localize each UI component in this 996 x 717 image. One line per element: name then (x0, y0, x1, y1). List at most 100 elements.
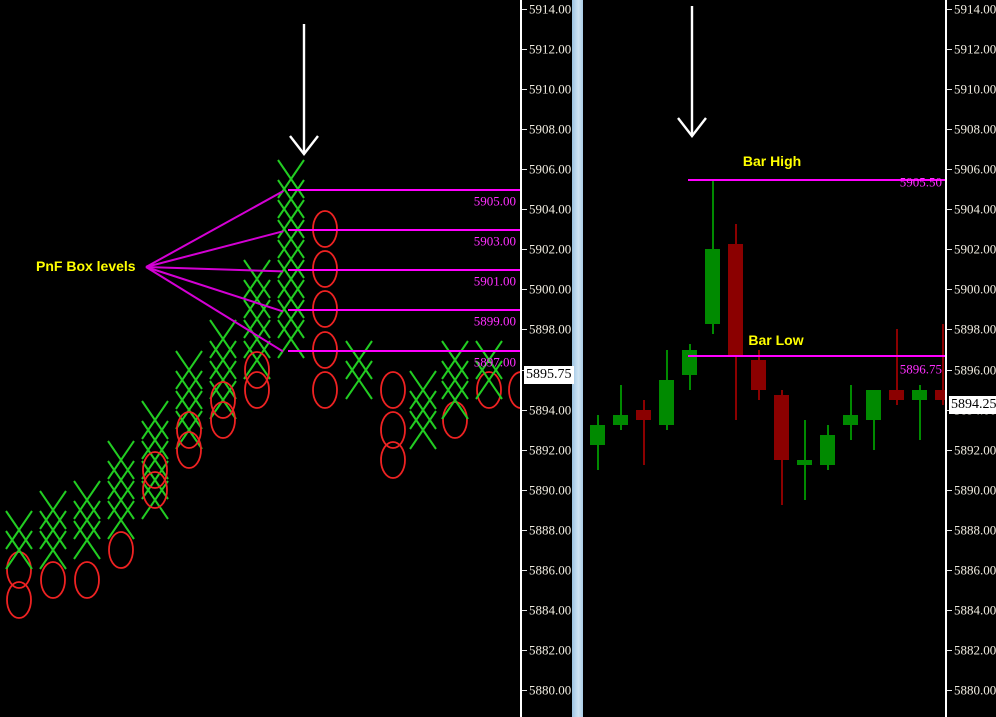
candle-wick (642, 399, 645, 465)
pnf-x-mark (106, 479, 136, 521)
pnf-x-mark (106, 499, 136, 541)
pnf-box-level-line (288, 349, 520, 352)
pnf-box-levels-annotation: PnF Box levels (36, 258, 136, 274)
pnf-x-mark (4, 529, 34, 571)
axis-tick (522, 129, 527, 131)
axis-tick (522, 329, 527, 331)
pnf-x-mark (440, 379, 470, 421)
pnf-o-mark (208, 399, 238, 441)
candle-body (682, 349, 697, 375)
pnf-o-mark (242, 349, 272, 391)
pnf-x-mark (72, 519, 102, 561)
pnf-x-mark (242, 278, 272, 320)
pnf-x-mark (276, 318, 306, 360)
pnf-x-mark (38, 529, 68, 571)
axis-tick (947, 649, 952, 651)
pnf-x-mark (474, 359, 504, 401)
pnf-box-level-label: 5905.00 (473, 193, 516, 209)
pnf-x-mark (344, 359, 374, 401)
pnf-x-mark (276, 178, 306, 220)
pnf-x-mark (72, 499, 102, 541)
pnf-x-mark (408, 409, 438, 451)
axis-tick-label: 5880.00 (529, 682, 572, 698)
candle-wick (895, 329, 898, 405)
pnf-x-mark (208, 339, 238, 381)
pnf-x-mark (208, 359, 238, 401)
axis-tick-label: 5880.00 (954, 682, 996, 698)
pnf-o-mark (140, 449, 170, 491)
pnf-x-mark (140, 399, 170, 441)
axis-tick-label: 5900.00 (954, 281, 996, 297)
pnf-x-mark (106, 459, 136, 501)
axis-tick (947, 129, 952, 131)
candle-wick (849, 384, 852, 440)
pnf-x-mark (440, 339, 470, 381)
axis-tick (947, 369, 952, 371)
axis-tick (522, 49, 527, 51)
pnf-x-mark (408, 389, 438, 431)
pnf-o-mark (72, 559, 102, 601)
axis-tick (522, 209, 527, 211)
axis-tick-label: 5912.00 (529, 41, 572, 57)
candle-wick (872, 389, 875, 450)
axis-tick (947, 9, 952, 10)
candle-body (705, 249, 720, 325)
candle-wick (803, 419, 806, 500)
axis-tick-label: 5894.00 (529, 402, 572, 418)
left-price-axis[interactable]: 5914.00 5912.00 5910.00 5908.00 5906.00 5904.… (520, 0, 574, 717)
pnf-x-mark (38, 489, 68, 531)
pnf-x-mark (38, 509, 68, 551)
axis-tick (947, 329, 952, 331)
candle-body (659, 379, 674, 425)
axis-tick (522, 249, 527, 251)
axis-tick (947, 449, 952, 451)
axis-tick-label: 5886.00 (529, 562, 572, 578)
axis-tick (947, 209, 952, 211)
point-and-figure-chart-pane[interactable]: 5905.00 5903.00 5901.00 5899.00 5897.00 PnF … (0, 0, 520, 717)
axis-tick-label: 5888.00 (954, 522, 996, 538)
axis-tick (522, 489, 527, 491)
axis-tick (522, 289, 527, 291)
pnf-x-mark (140, 479, 170, 521)
down-arrow-icon (674, 4, 710, 140)
pnf-o-mark (310, 369, 340, 411)
candle-body (774, 394, 789, 460)
axis-tick-label: 5896.00 (954, 362, 996, 378)
pnf-o-mark (242, 369, 272, 411)
axis-tick-label: 5890.00 (954, 482, 996, 498)
pnf-x-mark (276, 218, 306, 260)
pnf-box-level-label: 5897.00 (473, 354, 516, 369)
axis-tick-label: 5908.00 (529, 121, 572, 137)
axis-tick (522, 89, 527, 91)
pnf-o-mark (174, 409, 204, 451)
candle-body (590, 424, 605, 445)
right-price-axis[interactable]: 5914.00 5912.00 5910.00 5908.00 5906.00 5904.… (945, 0, 996, 717)
pnf-x-mark (242, 339, 272, 381)
axis-tick (947, 249, 952, 251)
pnf-x-mark (242, 258, 272, 300)
bar-low-annotation: Bar Low (748, 331, 804, 348)
axis-tick-label: 5884.00 (529, 602, 572, 618)
pane-divider-handle[interactable] (572, 0, 583, 717)
pnf-o-mark (440, 399, 470, 441)
axis-tick-label: 5904.00 (954, 201, 996, 217)
candle-body (843, 414, 858, 425)
pnf-x-mark (140, 459, 170, 501)
axis-tick (522, 569, 527, 571)
axis-tick (947, 489, 952, 491)
pnf-x-mark (242, 318, 272, 360)
pnf-x-mark (408, 369, 438, 411)
pnf-x-mark (276, 298, 306, 340)
axis-tick (947, 609, 952, 611)
pnf-box-level-label: 5899.00 (473, 313, 516, 329)
pnf-o-mark (4, 579, 34, 621)
left-current-price-marker: 5895.75 (524, 365, 574, 384)
pnf-x-mark (174, 389, 204, 431)
axis-tick-label: 5882.00 (954, 642, 996, 658)
bar-low-level-line (688, 354, 945, 357)
candlestick-chart-pane[interactable]: Bar High Bar Low 5905.50 5896.75 (584, 0, 945, 717)
candle-body (889, 389, 904, 400)
down-arrow-icon (286, 22, 322, 158)
axis-tick-label: 5908.00 (954, 121, 996, 137)
